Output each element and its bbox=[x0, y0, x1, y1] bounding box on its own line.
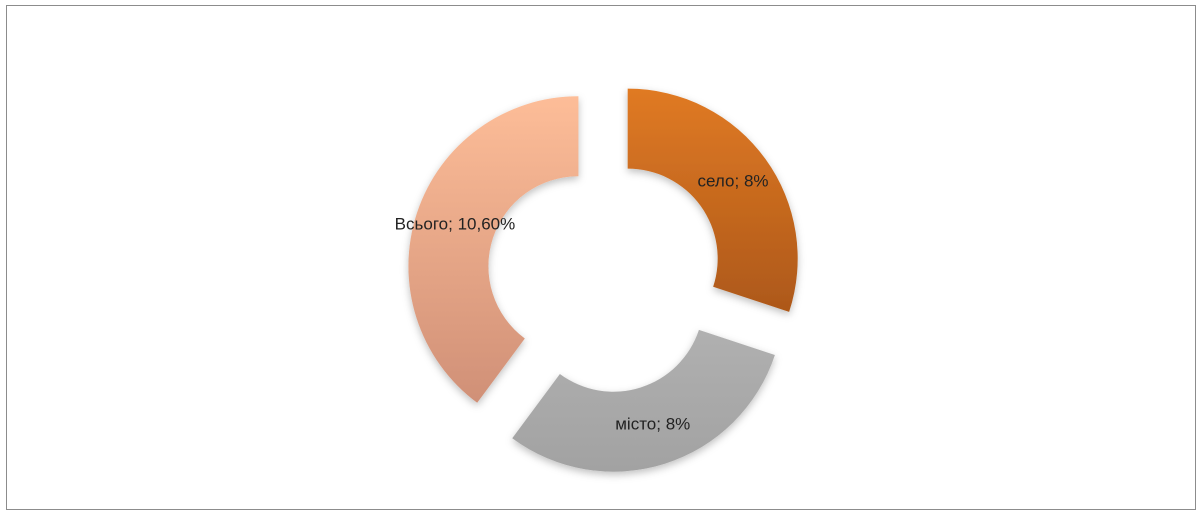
data-label: місто; 8% bbox=[615, 415, 690, 434]
value-label: 8% bbox=[744, 172, 769, 191]
label-separator: ; bbox=[735, 172, 744, 191]
category-label: село bbox=[698, 172, 735, 191]
label-separator: ; bbox=[656, 415, 665, 434]
label-separator: ; bbox=[448, 215, 457, 234]
category-label: місто bbox=[615, 415, 656, 434]
doughnut-slice bbox=[408, 96, 579, 403]
doughnut-slice bbox=[627, 88, 798, 312]
doughnut-slice bbox=[512, 329, 775, 472]
value-label: 10,60% bbox=[458, 215, 516, 234]
value-label: 8% bbox=[666, 415, 691, 434]
data-label: село; 8% bbox=[698, 172, 769, 191]
category-label: Всього bbox=[395, 215, 448, 234]
data-label: Всього; 10,60% bbox=[395, 215, 516, 234]
